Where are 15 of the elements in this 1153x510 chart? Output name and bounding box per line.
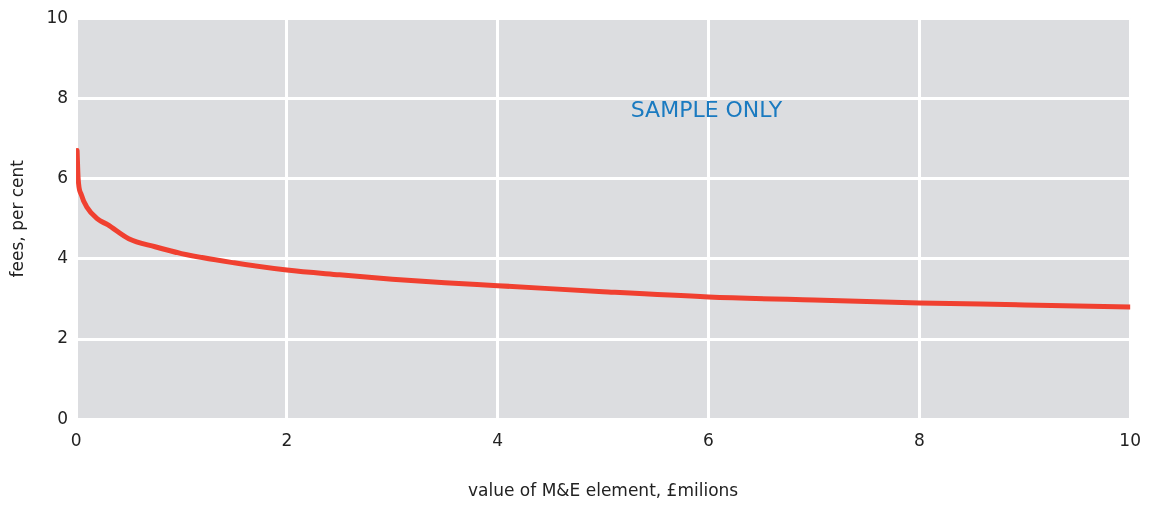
x-tick-label: 0 bbox=[70, 429, 82, 450]
y-tick-label: 0 bbox=[57, 407, 69, 428]
y-tick-label: 10 bbox=[46, 6, 69, 27]
x-tick-label: 8 bbox=[913, 429, 925, 450]
x-tick-label: 2 bbox=[281, 429, 293, 450]
y-axis-title: fees, per cent bbox=[6, 159, 27, 278]
x-tick-label: 6 bbox=[703, 429, 714, 450]
x-axis-title: value of M&E element, £milions bbox=[468, 480, 739, 501]
y-tick-label: 2 bbox=[57, 327, 69, 348]
annotation: SAMPLE ONLY bbox=[630, 96, 783, 122]
y-tick-label: 4 bbox=[57, 247, 69, 268]
x-tick-label: 10 bbox=[1119, 429, 1141, 450]
y-tick-label: 6 bbox=[57, 167, 69, 188]
x-tick-label: 4 bbox=[492, 429, 504, 450]
y-tick-label: 8 bbox=[57, 86, 69, 107]
